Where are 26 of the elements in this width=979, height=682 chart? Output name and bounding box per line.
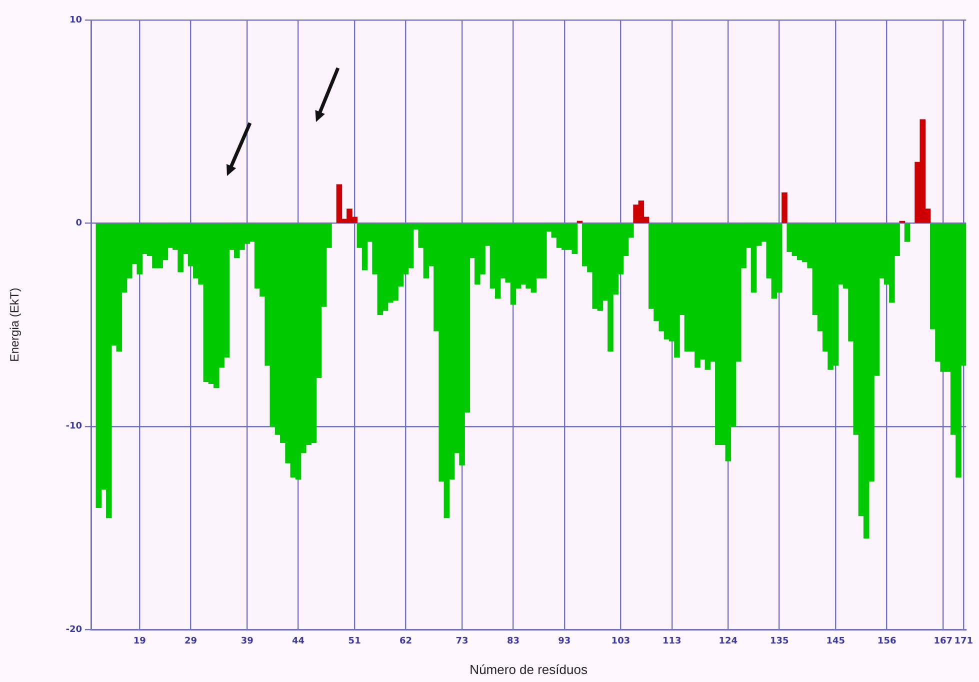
bar bbox=[904, 223, 910, 242]
x-tick-label: 51 bbox=[348, 636, 361, 646]
x-tick-label: 93 bbox=[558, 636, 571, 646]
x-tick-label: 73 bbox=[456, 636, 468, 646]
x-tick-label: 44 bbox=[292, 636, 305, 646]
x-tick-label: 145 bbox=[826, 636, 846, 646]
y-tick-label: 10 bbox=[69, 15, 82, 26]
x-tick-label: 124 bbox=[718, 636, 738, 646]
x-tick-label: 39 bbox=[240, 636, 254, 646]
x-tick-label: 156 bbox=[877, 636, 896, 646]
x-tick-label: 113 bbox=[662, 636, 682, 646]
y-tick-label: 0 bbox=[76, 218, 82, 229]
x-tick-label: 103 bbox=[611, 636, 630, 646]
bar bbox=[336, 184, 342, 223]
x-tick-label: 29 bbox=[184, 636, 198, 646]
y-axis-title: Energia (EkT) bbox=[8, 288, 22, 362]
x-tick-label: 19 bbox=[133, 636, 146, 646]
x-tick-label: 167 bbox=[934, 636, 953, 646]
bar bbox=[782, 192, 788, 223]
x-tick-label: 62 bbox=[399, 636, 412, 646]
x-tick-label: 135 bbox=[770, 636, 789, 646]
x-tick-label: 83 bbox=[506, 636, 520, 646]
y-tick-label: -20 bbox=[66, 624, 82, 635]
x-axis-title: Número de resíduos bbox=[470, 662, 588, 677]
x-tick-label: 171 bbox=[954, 636, 973, 646]
y-tick-label: -10 bbox=[66, 422, 82, 432]
